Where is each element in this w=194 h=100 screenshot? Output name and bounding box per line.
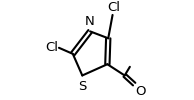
Text: N: N (85, 15, 95, 28)
Text: Cl: Cl (45, 41, 58, 54)
Text: Cl: Cl (107, 1, 120, 14)
Text: O: O (135, 85, 146, 98)
Text: S: S (78, 80, 87, 93)
